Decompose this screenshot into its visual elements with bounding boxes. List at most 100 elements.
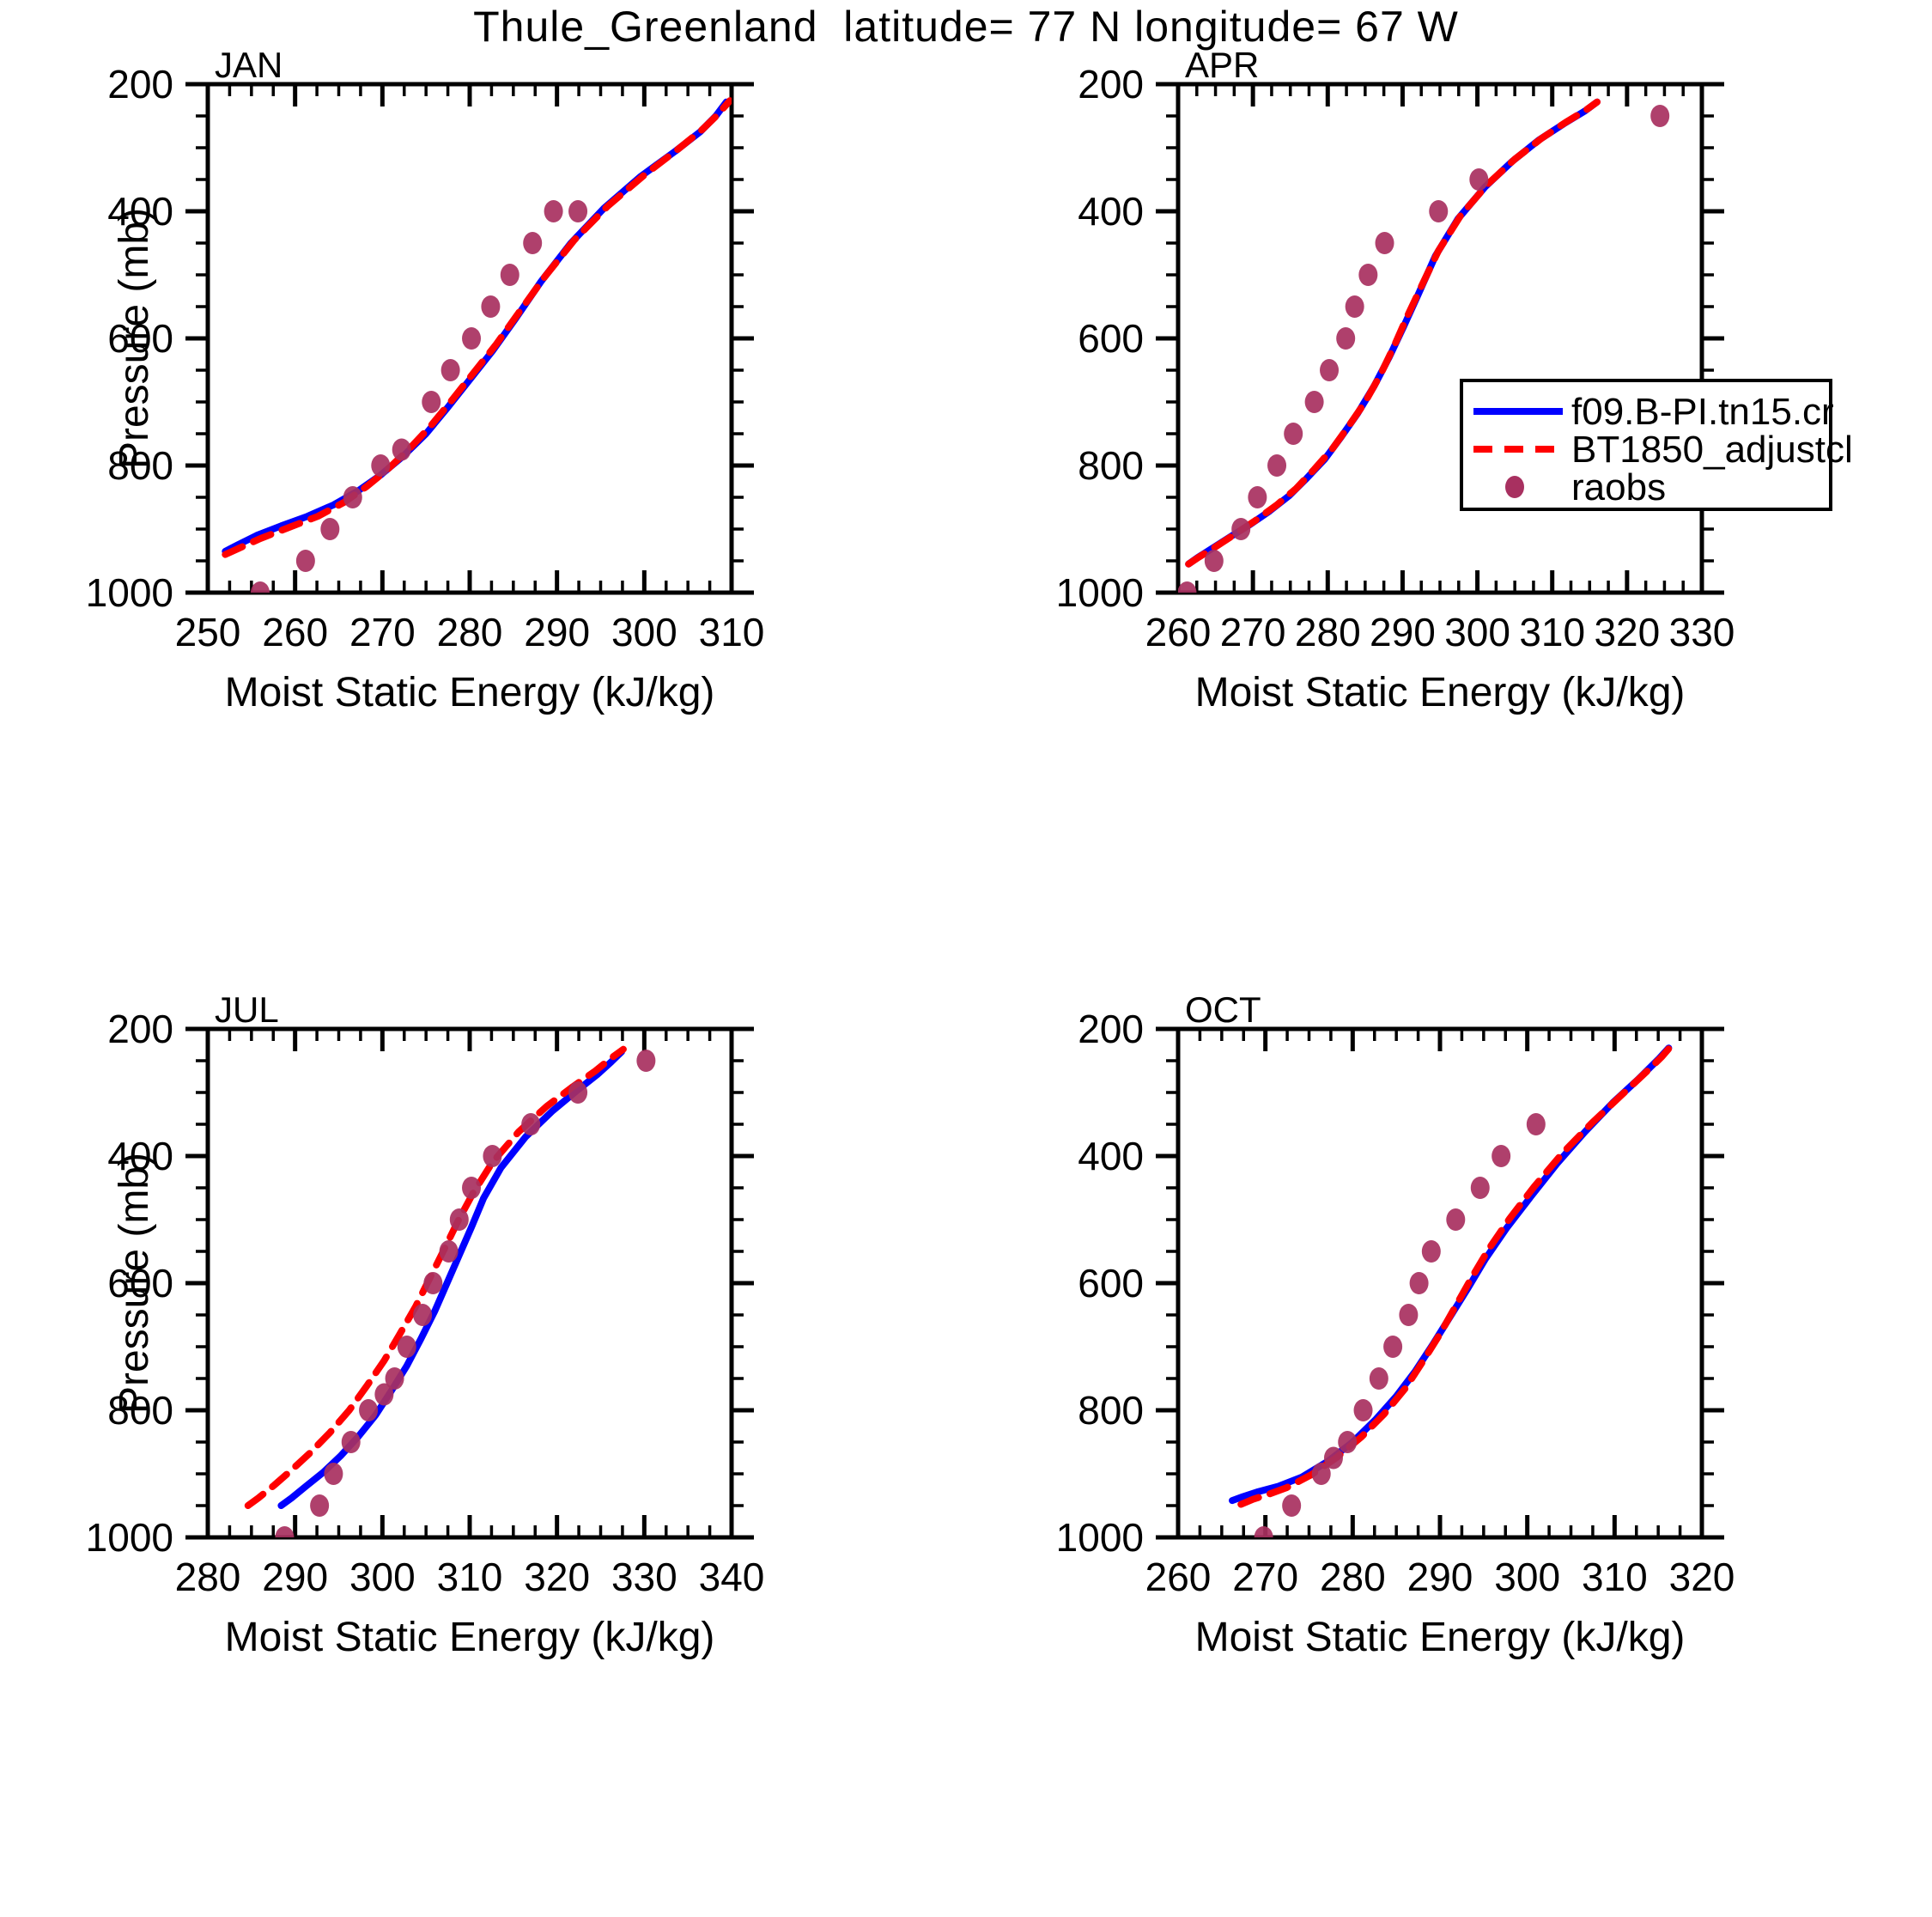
- scatter-point: [397, 1336, 416, 1358]
- y-axis-jul: 200 400 600 800 1000: [86, 1007, 754, 1560]
- scatter-point: [1338, 1431, 1358, 1453]
- legend-label: f09.B-PI.tn15.cr: [1571, 391, 1834, 433]
- x-tick-label: 300: [611, 610, 677, 654]
- x-tick-label: 270: [1220, 610, 1286, 654]
- scatter-point: [1254, 1526, 1273, 1537]
- scatter-point: [1304, 391, 1324, 413]
- scatter-point: [568, 1081, 588, 1104]
- x-tick-label: 320: [1669, 1555, 1735, 1599]
- scatter-point: [1353, 1399, 1373, 1421]
- x-tick-label: 290: [1407, 1555, 1473, 1599]
- x-tick-label: 270: [1232, 1555, 1298, 1599]
- scatter-point: [523, 232, 543, 254]
- series-line-dashed: [222, 97, 732, 558]
- y-tick-label: 200: [107, 62, 173, 106]
- panel-oct: 260 270 280 290 300 310 320 200 400 600 800 1000 OCT…: [1056, 989, 1932, 1915]
- x-tick-label: 280: [175, 1555, 241, 1599]
- scatter-point: [320, 518, 340, 540]
- scatter-raobs: [251, 200, 588, 593]
- scatter-point: [251, 581, 270, 593]
- x-axis-title: Moist Static Energy (kJ/kg): [225, 1615, 715, 1660]
- y-tick-label: 600: [1078, 1261, 1144, 1305]
- scatter-point: [423, 1272, 443, 1294]
- x-tick-label: 280: [1320, 1555, 1386, 1599]
- panel-svg-jul: 280 290 300 310 320 330 340 200 400 600 800 1000 JUL…: [86, 989, 765, 1660]
- scatter-point: [636, 1050, 656, 1072]
- y-tick-label: 800: [107, 1388, 173, 1433]
- scatter-point: [1248, 486, 1267, 508]
- data-layer: [1178, 98, 1670, 593]
- panel-apr: 260 270 280 290 300 310 320 330 200 400 600 800 1000…: [1056, 45, 1932, 971]
- scatter-point: [1204, 550, 1224, 572]
- x-axis-jan: 250 260 270 280 290 300 310: [175, 84, 764, 654]
- y-tick-label: 200: [1078, 1007, 1144, 1051]
- x-tick-label: 310: [1582, 1555, 1648, 1599]
- x-axis-title: Moist Static Energy (kJ/kg): [1195, 670, 1686, 715]
- scatter-point: [521, 1113, 541, 1135]
- scatter-point: [1409, 1272, 1429, 1294]
- scatter-point: [481, 295, 501, 318]
- scatter-point: [1178, 581, 1197, 593]
- data-layer: [1229, 1043, 1674, 1537]
- panel-month-label: JUL: [215, 989, 279, 1030]
- panel-month-label: APR: [1185, 45, 1259, 85]
- scatter-point: [1369, 1367, 1388, 1390]
- scatter-point: [385, 1367, 404, 1390]
- y-tick-label: 1000: [1056, 1515, 1144, 1560]
- scatter-point: [1375, 232, 1394, 254]
- series-line-dashed: [1237, 1043, 1674, 1508]
- y-tick-label: 400: [107, 189, 173, 234]
- panel-month-label: OCT: [1185, 989, 1261, 1030]
- scatter-point: [1311, 1463, 1331, 1485]
- y-axis-jan: 200 400 600 800 1000: [86, 62, 754, 615]
- x-tick-label: 320: [1594, 610, 1660, 654]
- x-axis-title: Moist Static Energy (kJ/kg): [1195, 1615, 1686, 1660]
- x-tick-label: 340: [699, 1555, 765, 1599]
- y-tick-label: 800: [1078, 1388, 1144, 1433]
- scatter-point: [374, 1383, 394, 1406]
- scatter-point: [275, 1526, 295, 1537]
- scatter-point: [1650, 105, 1670, 127]
- panel-svg-oct: 260 270 280 290 300 310 320 200 400 600 800 1000 OCT…: [1056, 989, 1735, 1660]
- x-tick-label: 290: [524, 610, 590, 654]
- y-axis-apr: 200 400 600 800 1000: [1056, 62, 1724, 615]
- scatter-raobs: [1254, 1113, 1546, 1537]
- scatter-point: [1267, 454, 1287, 477]
- y-tick-label: 1000: [1056, 570, 1144, 615]
- x-tick-label: 260: [1145, 1555, 1212, 1599]
- scatter-point: [1320, 359, 1340, 381]
- scatter-point: [392, 438, 411, 461]
- x-tick-label: 280: [1295, 610, 1361, 654]
- scatter-point: [1429, 200, 1449, 222]
- series-line-solid: [277, 1048, 625, 1509]
- scatter-point: [1492, 1145, 1511, 1167]
- x-tick-label: 330: [611, 1555, 677, 1599]
- series-line-dashed: [244, 1045, 627, 1509]
- scatter-point: [422, 391, 441, 413]
- scatter-point: [1231, 518, 1251, 540]
- scatter-point: [449, 1208, 469, 1231]
- scatter-point: [544, 200, 563, 222]
- x-tick-label: 290: [262, 1555, 328, 1599]
- legend-label: BT1850_adjustcl: [1571, 429, 1853, 471]
- scatter-point: [1469, 168, 1489, 191]
- y-tick-label: 200: [1078, 62, 1144, 106]
- y-tick-label: 200: [107, 1007, 173, 1051]
- scatter-point: [341, 1431, 361, 1453]
- scatter-point: [440, 359, 460, 381]
- scatter-point: [1383, 1336, 1403, 1358]
- x-tick-label: 330: [1669, 610, 1735, 654]
- x-tick-label: 310: [1519, 610, 1585, 654]
- x-tick-label: 310: [437, 1555, 503, 1599]
- scatter-point: [1470, 1177, 1490, 1199]
- x-tick-label: 300: [1494, 1555, 1560, 1599]
- plot-frame: [1176, 1026, 1704, 1540]
- y-tick-label: 800: [107, 443, 173, 488]
- x-tick-label: 270: [349, 610, 416, 654]
- scatter-point: [324, 1463, 343, 1485]
- scatter-raobs: [1178, 105, 1670, 593]
- scatter-point: [1399, 1304, 1419, 1326]
- scatter-point: [462, 1177, 482, 1199]
- panel-jul: 280 290 300 310 320 330 340 200 400 600 800 1000 JUL…: [86, 989, 1005, 1915]
